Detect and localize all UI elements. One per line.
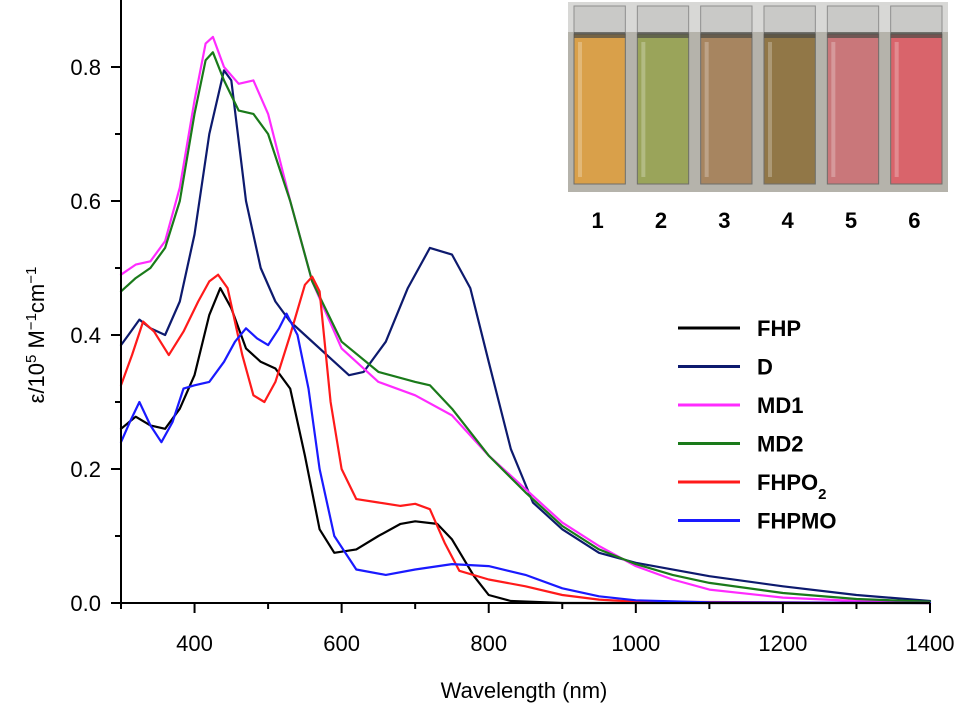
series-line-fhpmo — [119, 312, 932, 605]
legend-label: D — [757, 355, 773, 380]
cuvette-photo-inset: 1 2 3 4 5 6 — [568, 2, 948, 233]
x-tick-label: 400 — [176, 631, 213, 656]
series-line-md2 — [119, 51, 932, 603]
x-tick-label: 800 — [470, 631, 507, 656]
plot-area — [119, 35, 932, 605]
x-tick-label: 1400 — [906, 631, 955, 656]
cuvette-label-4: 4 — [782, 208, 795, 233]
y-tick-label: 0.4 — [70, 323, 101, 348]
legend-label: MD2 — [757, 432, 803, 457]
cuvette-label-5: 5 — [845, 208, 857, 233]
x-axis-title: Wavelength (nm) — [441, 678, 608, 703]
cuvette-6 — [890, 5, 943, 185]
legend-label: MD1 — [757, 393, 803, 418]
cuvette-label-1: 1 — [592, 208, 604, 233]
x-tick-label: 1200 — [758, 631, 807, 656]
cuvette-photo — [568, 2, 948, 192]
y-tick-label: 0.6 — [70, 189, 101, 214]
legend-item-fhp: FHP — [678, 316, 801, 341]
axes: 400 600 800 1000 1200 1400 0.0 0.2 0.4 0.6 0.8 — [70, 0, 954, 656]
legend-item-d: D — [678, 355, 773, 380]
y-tick-label: 0.2 — [70, 457, 101, 482]
y-tick-label: 0.8 — [70, 55, 101, 80]
y-tick-label: 0.0 — [70, 591, 101, 616]
series-line-fhp — [119, 287, 932, 605]
legend-item-md1: MD1 — [678, 393, 803, 418]
legend-item-fhpo2: FHPO2 — [678, 470, 826, 503]
x-tick-label: 1000 — [611, 631, 660, 656]
legend-item-fhpmo: FHPMO — [678, 509, 836, 534]
legend-label: FHPMO — [757, 509, 836, 534]
cuvette-4 — [763, 5, 816, 185]
cuvette-5 — [826, 5, 880, 185]
cuvette-label-6: 6 — [908, 208, 920, 233]
x-tick-label: 600 — [323, 631, 360, 656]
series-line-d — [119, 69, 932, 603]
series-line-fhpo2 — [119, 273, 932, 605]
cuvette-1 — [573, 5, 626, 185]
legend-item-md2: MD2 — [678, 432, 803, 457]
legend-label: FHPO2 — [757, 470, 826, 503]
cuvette-3 — [700, 5, 753, 185]
y-axis-title: ε/105 M−1cm−1 — [23, 267, 50, 404]
cuvette-label-3: 3 — [718, 208, 730, 233]
cuvette-label-2: 2 — [655, 208, 667, 233]
legend-label: FHP — [757, 316, 801, 341]
series-line-md1 — [119, 35, 932, 605]
cuvette-2 — [636, 5, 690, 185]
legend: FHP D MD1 MD2 FHPO2 FHPMO — [678, 316, 836, 534]
